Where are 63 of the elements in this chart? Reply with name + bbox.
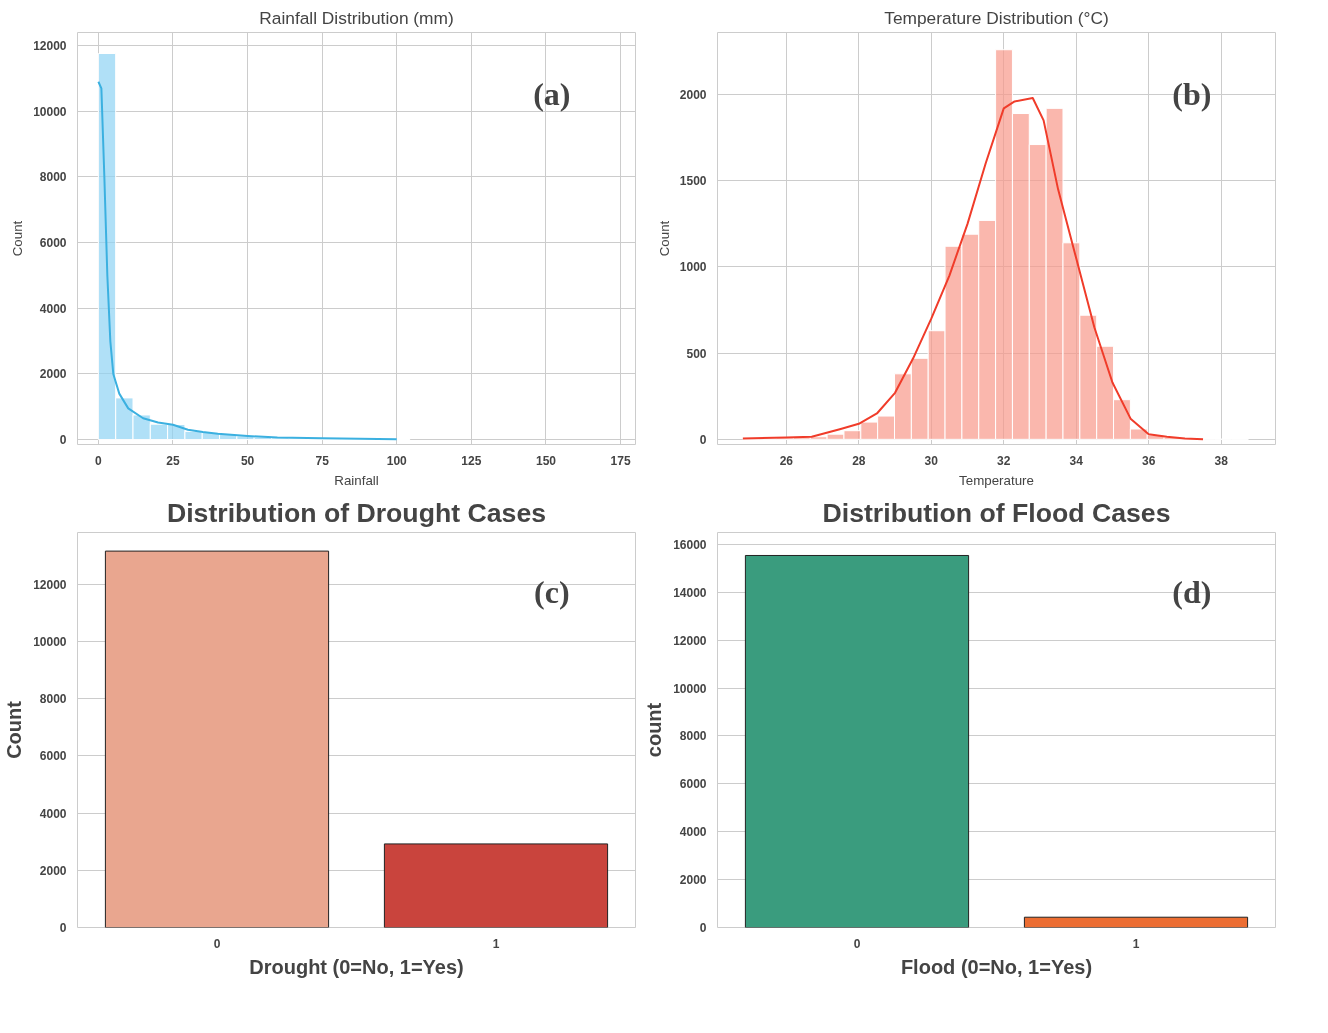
y-tick-label: 10000 [33, 104, 67, 119]
y-tick-label: 0 [699, 432, 707, 447]
y-tick-label: 1500 [679, 174, 707, 189]
y-tick-label: 6000 [39, 749, 67, 764]
x-tick-label: 28 [852, 453, 866, 468]
y-axis-title: Count [10, 220, 26, 257]
chart-title: Distribution of Flood Cases [822, 497, 1171, 528]
y-tick-label: 0 [59, 921, 67, 935]
chart-title: Distribution of Drought Cases [166, 497, 547, 528]
x-tick-label: 1 [1132, 936, 1140, 951]
annotation: (b) [1172, 76, 1212, 113]
y-tick-label: 1000 [679, 260, 707, 275]
x-tick-label: 0 [853, 936, 861, 951]
x-tick-label: 1 [492, 936, 500, 951]
x-tick-label: 75 [315, 453, 330, 468]
x-tick-label: 26 [779, 453, 794, 468]
y-tick-label: 12000 [673, 633, 707, 648]
x-axis-title: Rainfall [334, 472, 379, 488]
y-tick-label: 4000 [39, 301, 67, 316]
chart-title: Rainfall Distribution (mm) [259, 7, 454, 28]
y-tick-label: 10000 [673, 681, 707, 696]
y-tick-label: 14000 [673, 585, 707, 600]
y-tick-label: 4000 [39, 806, 67, 821]
y-tick-label: 6000 [39, 236, 67, 251]
y-tick-label: 0 [59, 433, 67, 448]
y-tick-label: 0 [699, 921, 707, 935]
x-tick-label: 30 [924, 453, 939, 468]
annotation: (c) [534, 573, 570, 610]
y-tick-label: 2000 [39, 863, 67, 878]
y-tick-label: 8000 [679, 729, 707, 744]
y-tick-label: 16000 [673, 537, 707, 552]
x-axis-title: Flood (0=No, 1=Yes) [900, 955, 1093, 978]
annotation: (a) [533, 76, 571, 113]
x-tick-label: 125 [461, 453, 482, 468]
y-tick-label: 6000 [679, 777, 707, 792]
y-tick-label: 500 [686, 346, 707, 361]
y-tick-label: 10000 [33, 634, 67, 649]
y-tick-label: 12000 [33, 577, 67, 592]
x-tick-label: 36 [1142, 453, 1156, 468]
x-tick-label: 150 [535, 453, 557, 468]
y-axis-title: count [643, 702, 666, 758]
y-tick-label: 2000 [679, 88, 707, 103]
x-tick-label: 100 [386, 453, 408, 468]
x-axis-title: Drought (0=No, 1=Yes) [249, 955, 464, 978]
x-tick-label: 38 [1214, 453, 1229, 468]
y-tick-label: 2000 [679, 873, 707, 888]
y-axis-title: Count [656, 220, 672, 257]
y-tick-label: 2000 [39, 367, 67, 382]
y-axis-title: Count [3, 700, 26, 759]
chart-title: Temperature Distribution (°C) [884, 7, 1109, 28]
x-tick-label: 0 [95, 453, 103, 468]
annotation: (d) [1172, 573, 1212, 610]
y-tick-label: 4000 [679, 825, 707, 840]
x-tick-label: 50 [240, 453, 255, 468]
x-tick-label: 0 [213, 936, 221, 951]
y-tick-label: 8000 [39, 170, 67, 185]
x-tick-label: 34 [1069, 453, 1084, 468]
x-tick-label: 175 [610, 453, 631, 468]
x-tick-label: 25 [166, 453, 180, 468]
y-tick-label: 8000 [39, 692, 67, 707]
x-axis-title: Temperature [959, 472, 1034, 488]
x-tick-label: 32 [997, 453, 1011, 468]
y-tick-label: 12000 [33, 39, 67, 54]
